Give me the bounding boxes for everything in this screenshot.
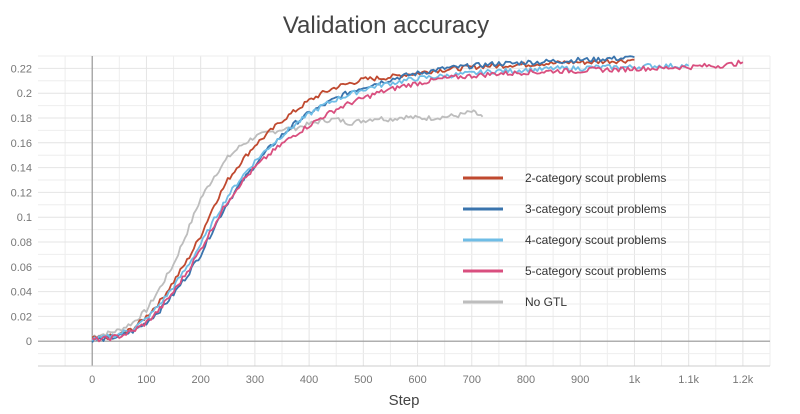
x-tick-label: 500 xyxy=(354,374,372,386)
y-tick-label: 0.2 xyxy=(17,88,32,100)
x-tick-label: 200 xyxy=(191,374,209,386)
y-tick-label: 0.08 xyxy=(11,237,32,249)
y-tick-label: 0.02 xyxy=(11,311,32,323)
y-tick-label: 0.18 xyxy=(11,113,32,125)
x-tick-label: 1.1k xyxy=(678,374,699,386)
y-tick-label: 0.14 xyxy=(11,163,32,175)
legend-label: No GTL xyxy=(525,295,567,309)
y-tick-label: 0.12 xyxy=(11,187,32,199)
y-tick-label: 0.1 xyxy=(17,212,32,224)
y-tick-label: 0.22 xyxy=(11,63,32,75)
y-tick-label: 0.04 xyxy=(11,287,32,299)
x-tick-label: 900 xyxy=(571,374,589,386)
legend-label: 2-category scout problems xyxy=(525,171,666,185)
y-tick-label: 0.16 xyxy=(11,138,32,150)
x-tick-label: 300 xyxy=(246,374,264,386)
x-tick-label: 600 xyxy=(408,374,426,386)
x-tick-label: 800 xyxy=(517,374,535,386)
x-tick-label: 1k xyxy=(629,374,641,386)
series-line-no-gtl xyxy=(92,110,482,337)
legend-layer: 2-category scout problems 3-category scou… xyxy=(463,171,666,309)
x-tick-label: 0 xyxy=(89,374,95,386)
x-axis-label: Step xyxy=(389,392,420,409)
legend-label: 5-category scout problems xyxy=(525,264,666,278)
x-tick-label: 400 xyxy=(300,374,318,386)
x-tick-label: 700 xyxy=(463,374,481,386)
legend-label: 4-category scout problems xyxy=(525,233,666,247)
x-tick-label: 1.2k xyxy=(732,374,753,386)
y-tick-label: 0 xyxy=(26,336,32,348)
y-tick-label: 0.06 xyxy=(11,262,32,274)
x-tick-label: 100 xyxy=(137,374,155,386)
legend-label: 3-category scout problems xyxy=(525,202,666,216)
